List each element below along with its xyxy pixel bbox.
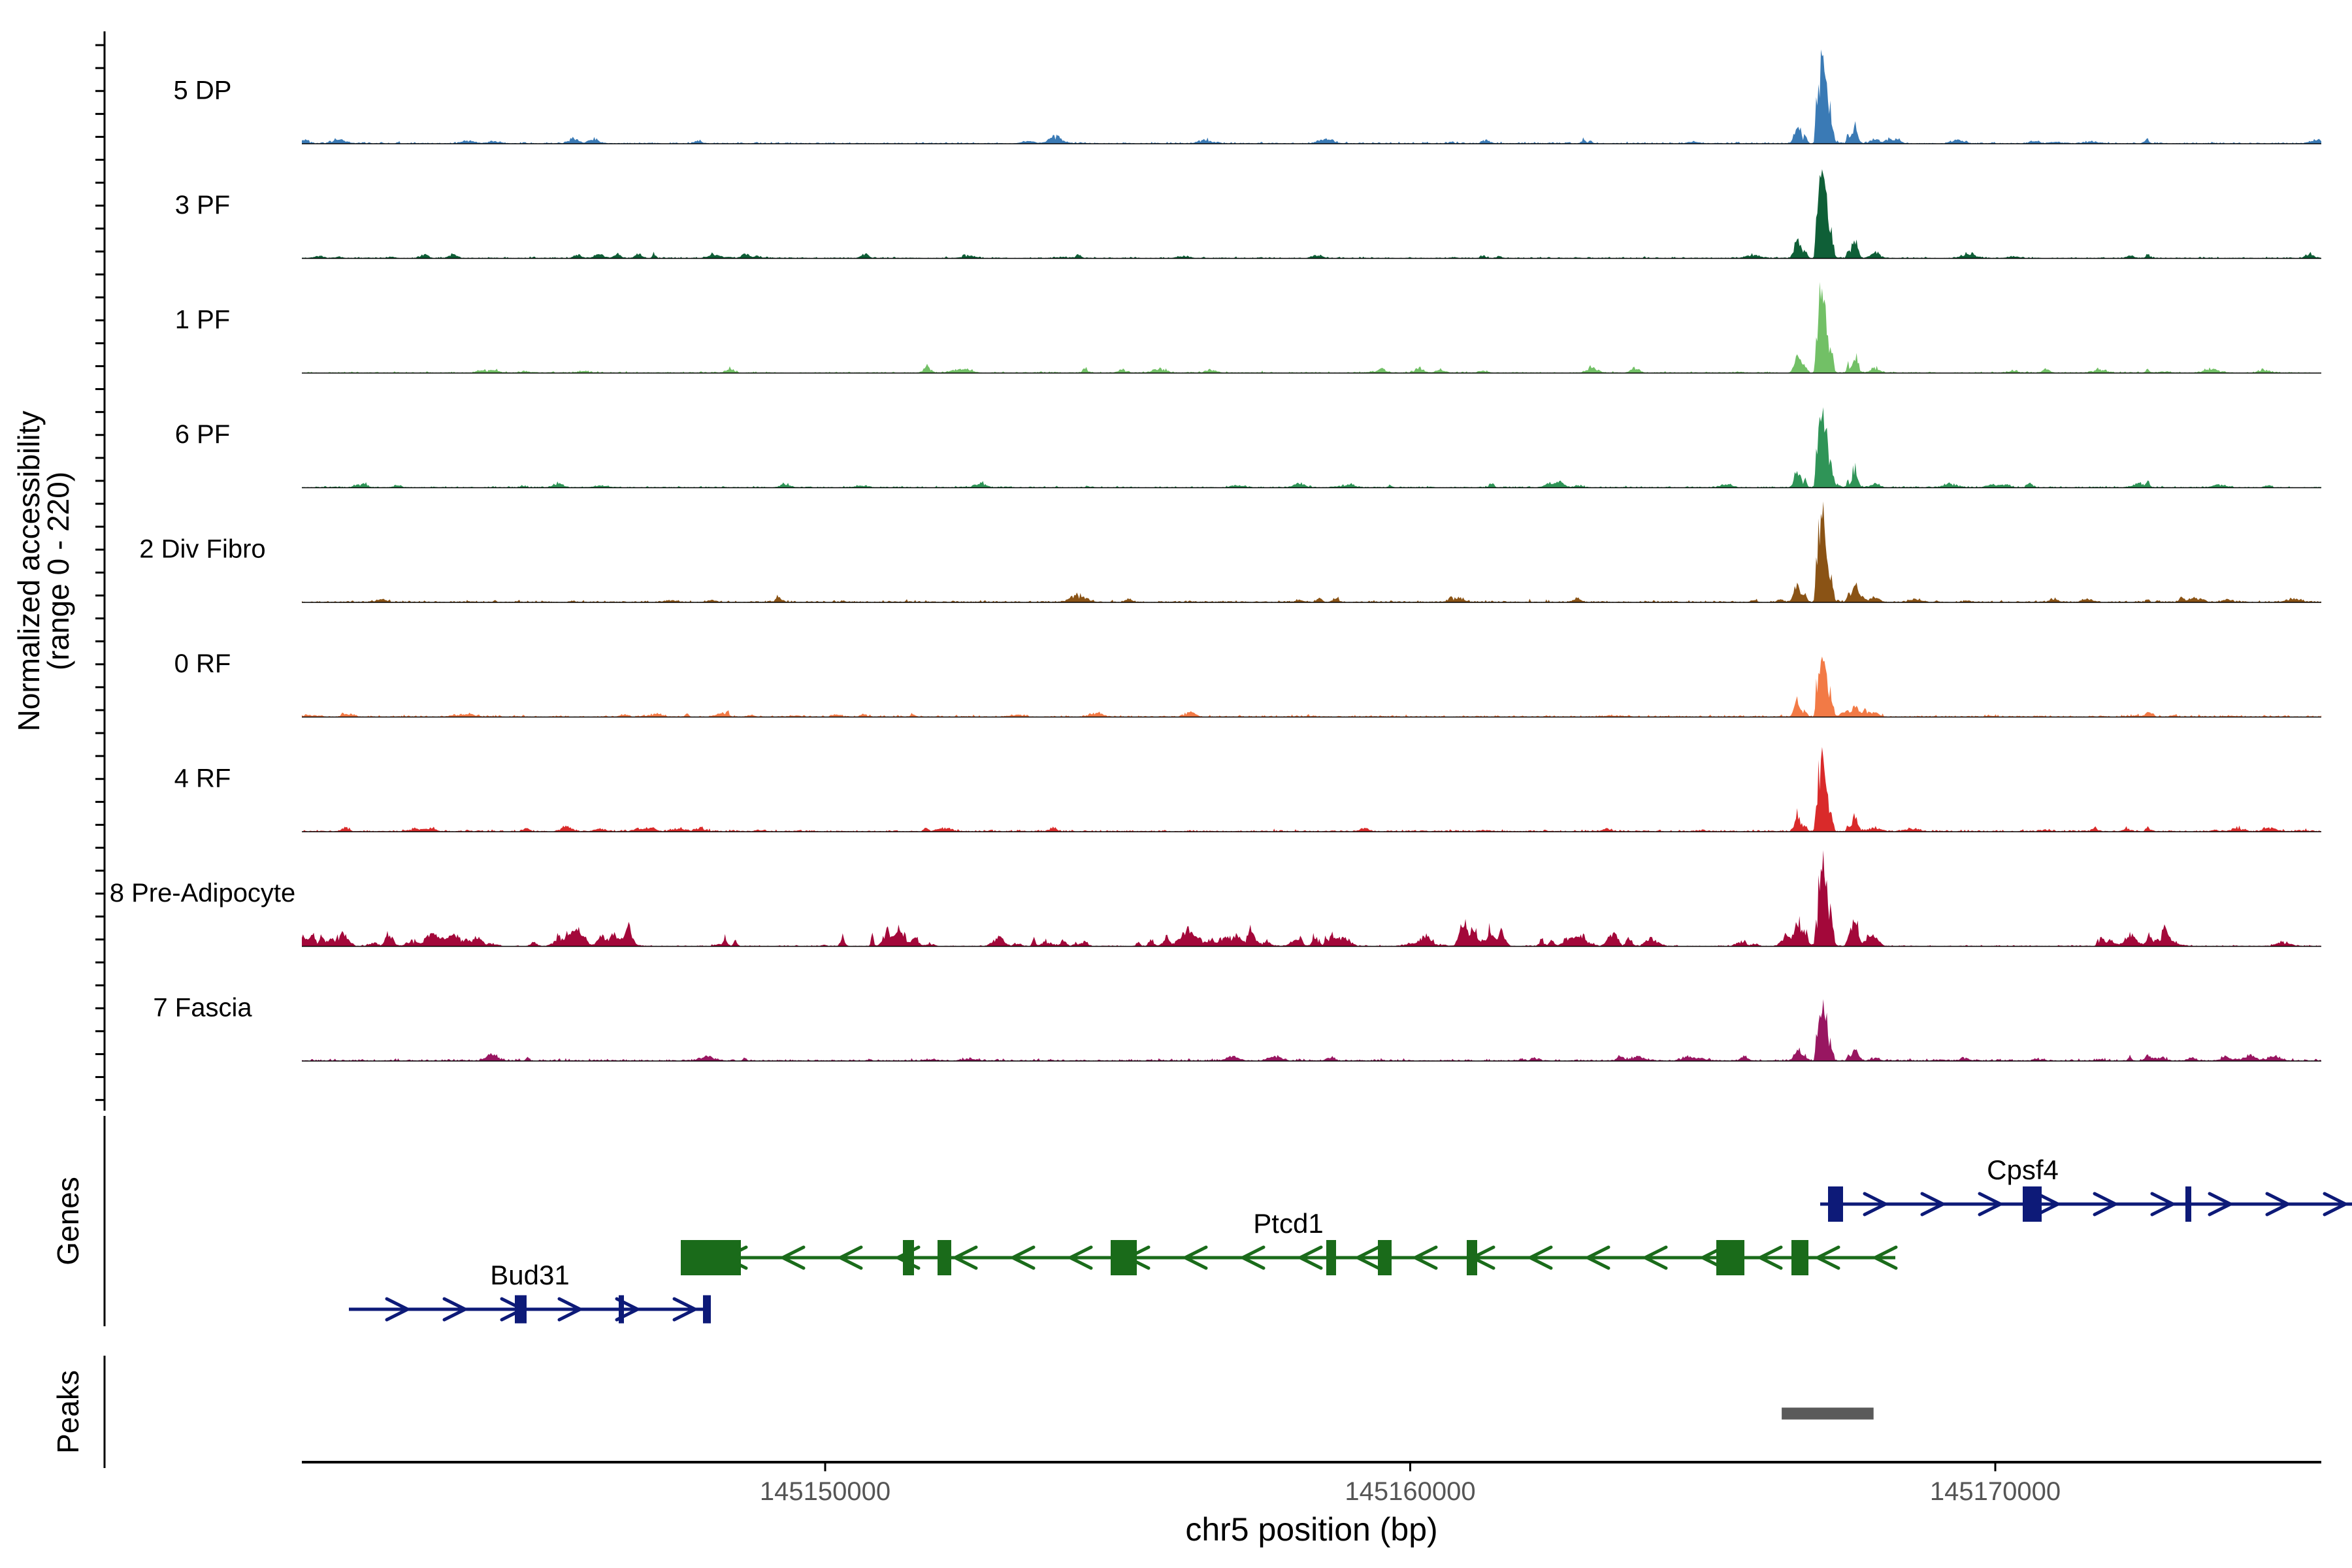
- svg-text:Genes: Genes: [51, 1177, 85, 1266]
- svg-text:1 PF: 1 PF: [175, 306, 230, 335]
- svg-text:4 RF: 4 RF: [174, 764, 231, 793]
- svg-text:Cpsf4: Cpsf4: [1987, 1154, 2059, 1185]
- svg-text:(range 0 - 220): (range 0 - 220): [41, 472, 75, 670]
- svg-text:Peaks: Peaks: [51, 1370, 85, 1454]
- svg-text:145150000: 145150000: [760, 1477, 890, 1506]
- svg-text:6 PF: 6 PF: [175, 420, 230, 449]
- svg-text:Ptcd1: Ptcd1: [1253, 1208, 1323, 1239]
- svg-text:145170000: 145170000: [1930, 1477, 2061, 1506]
- svg-text:0 RF: 0 RF: [174, 649, 231, 678]
- svg-text:8 Pre-Adipocyte: 8 Pre-Adipocyte: [110, 879, 296, 907]
- svg-text:Bud31: Bud31: [490, 1260, 569, 1290]
- svg-text:145160000: 145160000: [1345, 1477, 1475, 1506]
- svg-text:3 PF: 3 PF: [175, 191, 230, 220]
- svg-text:chr5 position (bp): chr5 position (bp): [1185, 1511, 1437, 1548]
- svg-text:7 Fascia: 7 Fascia: [153, 994, 252, 1022]
- svg-text:2 Div Fibro: 2 Div Fibro: [139, 535, 265, 564]
- svg-text:5 DP: 5 DP: [174, 76, 232, 105]
